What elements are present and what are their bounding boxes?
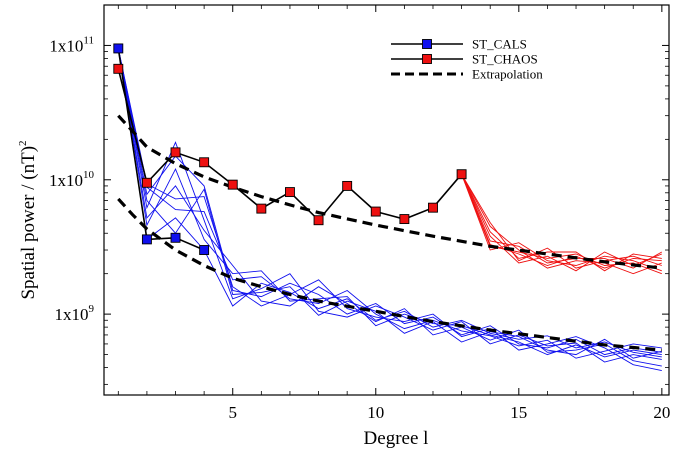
legend-swatch-marker: [422, 39, 432, 49]
x-tick-label: 15: [510, 403, 527, 422]
y-axis-title: Spatial power / (nT)2: [17, 140, 39, 299]
series-layer: [117, 48, 662, 352]
y-axis-title-text: Spatial power / (nT): [18, 146, 39, 300]
point-marker-0-1: [141, 234, 152, 245]
ensemble-line-0-3: [117, 48, 662, 359]
ensemble-line-0-5: [117, 48, 662, 372]
tick-layer: 5 10 15 20 1x109 1x1010 1x1011: [49, 4, 670, 422]
point-marker-1-5: [256, 203, 267, 214]
y-tick-label: 1x1010: [49, 169, 95, 190]
legend-label: ST_CALS: [472, 37, 527, 52]
x-tick-label: 5: [228, 403, 237, 422]
point-marker-1-9: [370, 206, 381, 217]
point-marker-1-7: [313, 215, 324, 226]
ensemble-line-0-7: [117, 48, 662, 359]
ensemble-line-1-3: [461, 174, 662, 272]
ensemble-line-1-5: [461, 174, 663, 269]
ensemble-line-1-2: [461, 173, 662, 275]
point-marker-1-11: [428, 202, 438, 213]
ensemble-line-0-1: [117, 48, 662, 356]
series-line-0: [117, 48, 205, 251]
ensemble-line-0-4: [117, 48, 662, 363]
x-tick-label: 10: [367, 403, 384, 422]
point-marker-1-10: [399, 214, 410, 225]
point-marker-1-1: [141, 177, 152, 188]
legend-label: ST_CHAOS: [472, 52, 538, 67]
point-marker-1-4: [227, 179, 238, 190]
ensemble-layer: [117, 48, 663, 372]
x-axis-title: Degree l: [364, 428, 429, 449]
series-line-1: [117, 68, 463, 222]
legend-swatch-marker: [422, 54, 432, 64]
point-marker-1-8: [342, 180, 353, 191]
y-tick-label: 1x1011: [49, 34, 94, 55]
point-marker-1-0: [113, 63, 124, 74]
y-axis-title-sup: 2: [17, 140, 29, 146]
series-line-2: [117, 114, 662, 270]
plot-area-frame: [103, 4, 670, 396]
marker-layer: [113, 43, 467, 255]
legend-label: Extrapolation: [472, 67, 543, 82]
x-tick-label: 20: [653, 403, 670, 422]
ensemble-line-1-6: [461, 173, 662, 269]
point-marker-1-12: [456, 169, 467, 180]
point-marker-1-2: [170, 147, 181, 158]
ensemble-line-0-0: [117, 48, 662, 358]
point-marker-0-0: [113, 43, 124, 54]
point-marker-0-3: [199, 245, 210, 255]
y-tick-label: 1x109: [55, 303, 95, 324]
ensemble-line-1-0: [461, 174, 662, 269]
point-marker-0-2: [170, 232, 181, 243]
ensemble-line-0-2: [117, 48, 662, 367]
point-marker-1-6: [284, 187, 295, 198]
ensemble-line-0-6: [117, 48, 662, 358]
series-line-3: [117, 197, 662, 352]
point-marker-1-3: [199, 157, 210, 168]
